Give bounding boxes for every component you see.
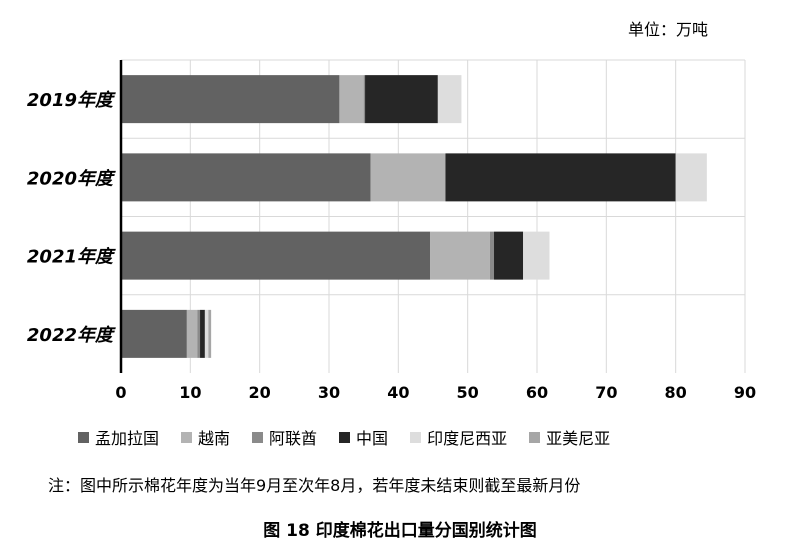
legend-swatch <box>529 431 541 443</box>
x-tick-label: 10 <box>179 383 201 402</box>
bar-2020年度-中国 <box>445 153 676 202</box>
category-labels: 2019年度 2020年度 2021年度 2022年度 <box>27 90 116 346</box>
x-tick-label: 30 <box>318 383 340 402</box>
x-tick-label: 50 <box>457 383 479 402</box>
legend-label: 印度尼西亚 <box>427 429 508 448</box>
unit-label: 单位：万吨 <box>628 20 709 39</box>
bar-2021年度-阿联酋 <box>489 231 495 280</box>
bar-2022年度-印度尼西亚 <box>204 309 209 358</box>
legend-label: 中国 <box>356 429 389 448</box>
legend-label: 孟加拉国 <box>95 429 160 448</box>
bar-2022年度-孟加拉国 <box>121 309 187 358</box>
bar-2022年度-越南 <box>186 309 198 358</box>
legend-item: 越南 <box>181 425 230 449</box>
gridlines <box>121 59 746 373</box>
category-label: 2020年度 <box>27 168 116 189</box>
x-tick-labels: 0 10 20 30 40 50 60 70 80 90 <box>115 383 756 402</box>
legend: 孟加拉国 越南 阿联酋 中国 印度尼西亚 亚美尼亚 <box>78 425 758 449</box>
bar-2021年度-孟加拉国 <box>121 231 431 280</box>
category-label: 2019年度 <box>27 90 116 111</box>
bars <box>121 75 707 358</box>
legend-item: 中国 <box>339 425 388 449</box>
legend-item: 阿联酋 <box>252 425 317 449</box>
x-tick-label: 0 <box>115 383 126 402</box>
bar-2021年度-越南 <box>430 231 490 280</box>
legend-label: 阿联酋 <box>269 429 318 448</box>
bar-2019年度-越南 <box>339 75 364 124</box>
legend-swatch <box>410 431 422 443</box>
category-label: 2022年度 <box>27 325 116 346</box>
x-tick-label: 80 <box>665 383 687 402</box>
bar-2021年度-印度尼西亚 <box>523 231 550 280</box>
legend-label: 亚美尼亚 <box>546 429 611 448</box>
x-tick-label: 20 <box>249 383 271 402</box>
bar-2021年度-中国 <box>494 231 524 280</box>
chart-caption: 图 18 印度棉花出口量分国别统计图 <box>263 521 537 541</box>
bar-2022年度-阿联酋 <box>197 309 201 358</box>
x-tick-label: 60 <box>526 383 548 402</box>
category-label: 2021年度 <box>27 247 116 268</box>
bar-2019年度-印度尼西亚 <box>437 75 462 124</box>
legend-swatch <box>78 431 89 443</box>
x-tick-label: 90 <box>734 383 756 402</box>
legend-swatch <box>181 431 193 443</box>
bar-2019年度-孟加拉国 <box>121 75 340 124</box>
bar-2020年度-越南 <box>370 153 446 202</box>
legend-swatch <box>252 431 264 443</box>
legend-item: 亚美尼亚 <box>529 425 610 449</box>
x-tick-label: 40 <box>387 383 409 402</box>
legend-item: 孟加拉国 <box>78 425 159 449</box>
bar-2019年度-中国 <box>365 75 438 124</box>
bar-2022年度-亚美尼亚 <box>208 309 212 358</box>
x-tick-label: 70 <box>595 383 617 402</box>
chart-note: 注：图中所示棉花年度为当年9月至次年8月，若年度未结束则截至最新月份 <box>48 476 581 495</box>
legend-item: 印度尼西亚 <box>410 425 507 449</box>
bar-2020年度-印度尼西亚 <box>675 153 707 202</box>
bar-2019年度-阿联酋 <box>363 75 366 124</box>
bar-2022年度-中国 <box>200 309 205 358</box>
bar-2020年度-孟加拉国 <box>121 153 371 202</box>
legend-swatch <box>339 431 351 443</box>
legend-label: 越南 <box>198 429 231 448</box>
